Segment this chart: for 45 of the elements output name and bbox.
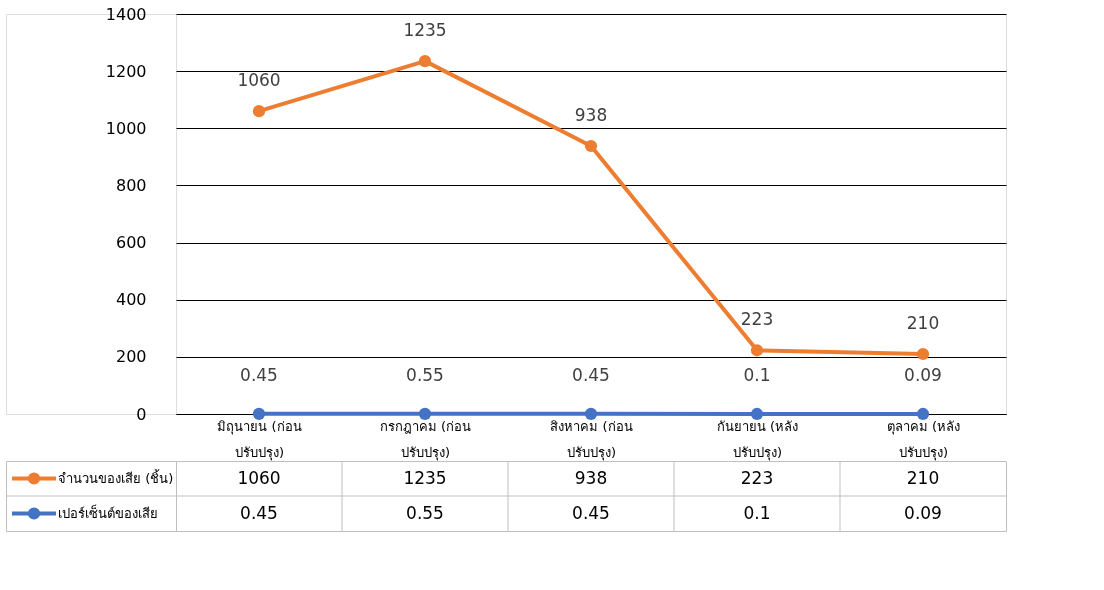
y-tick-label: 400 xyxy=(115,290,147,310)
y-tick-label: 1200 xyxy=(105,61,147,81)
point xyxy=(252,105,266,118)
text: 0.45 xyxy=(240,502,278,523)
point xyxy=(916,347,930,361)
x-tick-label: ตุลาคม (หลัง ปรับปรุง) xyxy=(886,418,961,461)
data-label: 1235 xyxy=(403,20,447,41)
text: 210 xyxy=(906,467,940,488)
legend-label: เปอร์เซ็นต์ของเสีย xyxy=(58,503,158,521)
text: 1060 xyxy=(237,467,281,488)
data-label: 0.55 xyxy=(406,364,444,385)
text: 0.1 xyxy=(743,502,771,523)
point xyxy=(750,344,764,357)
point xyxy=(418,407,432,420)
point xyxy=(584,139,598,153)
data-label: 223 xyxy=(740,309,774,330)
legend-label: จำนวนของเสีย (ชิ้น) xyxy=(58,468,174,486)
data-label: 938 xyxy=(574,105,608,125)
x-tick-label: กรกฎาคม (ก่อน ปรับปรุง) xyxy=(379,418,472,461)
y-tick-label: 0 xyxy=(136,404,147,424)
text: 223 xyxy=(740,467,774,488)
text: 0.55 xyxy=(406,502,444,523)
y-tick-label: 600 xyxy=(115,233,147,253)
y-tick-label: 200 xyxy=(115,347,147,367)
x-tick-label: กันยายน (หลัง ปรับปรุง) xyxy=(716,418,799,461)
data-label: 1060 xyxy=(237,70,281,91)
text: 0.09 xyxy=(904,502,942,523)
point xyxy=(418,55,432,68)
point xyxy=(584,407,598,420)
y-tick-label: 1000 xyxy=(105,118,147,138)
point xyxy=(916,407,930,421)
data-label: 210 xyxy=(906,313,940,333)
text: 0.45 xyxy=(572,502,610,523)
x-tick-label: สิงหาคม (ก่อน ปรับปรุง) xyxy=(550,418,633,461)
text: 938 xyxy=(574,467,608,488)
point xyxy=(252,407,266,420)
text: 1235 xyxy=(403,467,447,488)
x-tick-label: มิถุนายน (ก่อน ปรับปรุง) xyxy=(217,418,302,461)
point xyxy=(750,407,764,421)
y-tick-label: 1400 xyxy=(105,4,147,24)
y-tick-label: 800 xyxy=(115,175,147,195)
data-label: 0.1 xyxy=(743,364,771,385)
data-label: 0.45 xyxy=(240,364,278,385)
data-label: 0.45 xyxy=(572,364,610,385)
data-label: 0.09 xyxy=(904,364,942,385)
